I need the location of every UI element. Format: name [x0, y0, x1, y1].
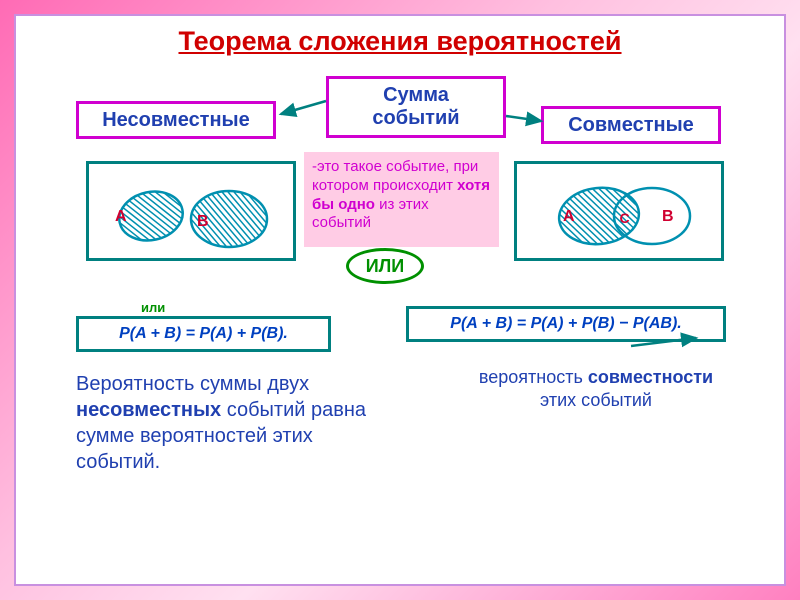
definition-note: -это такое событие, при котором происход…: [304, 152, 499, 247]
venn-left-label-B: В: [197, 213, 209, 231]
cap-r-bold: совместности: [588, 367, 713, 387]
caption-incompatible: Вероятность суммы двух несовместных собы…: [76, 371, 366, 475]
venn-left-label-A: А: [115, 208, 127, 226]
venn-compatible: А С В: [514, 161, 724, 261]
formula-compatible: P(A + B) = P(A) + P(B) − P(AB).: [406, 306, 726, 342]
note-part1: -это такое событие, при котором происход…: [312, 158, 478, 194]
page-title: Теорема сложения вероятностей: [16, 16, 784, 57]
compatible-box: Совместные: [541, 106, 721, 144]
venn-right-label-C: С: [620, 210, 630, 226]
sum-events-box: Сумма событий: [326, 76, 506, 138]
inner-frame: Теорема сложения вероятностей Сумма собы…: [14, 14, 786, 586]
cap-r-1: вероятность: [479, 367, 588, 387]
incompatible-box: Несовместные: [76, 101, 276, 139]
formula-incompatible: P(A + B) = P(A) + P(B).: [76, 316, 331, 352]
venn-incompatible: А В: [86, 161, 296, 261]
outer-frame: Теорема сложения вероятностей Сумма собы…: [0, 0, 800, 600]
venn-right-label-A: А: [563, 208, 575, 226]
cap-l-bold: несовместных: [76, 399, 221, 421]
caption-compatible: вероятность совместности этих событий: [461, 366, 731, 413]
sum-line2: событий: [372, 107, 459, 130]
venn-right-label-B: В: [662, 208, 674, 226]
sum-line1: Сумма: [372, 84, 459, 107]
cap-l-1: Вероятность суммы двух: [76, 373, 309, 395]
ili-small-label: или: [141, 300, 165, 315]
ili-badge: ИЛИ: [346, 248, 424, 284]
cap-r-3: этих событий: [540, 390, 652, 410]
